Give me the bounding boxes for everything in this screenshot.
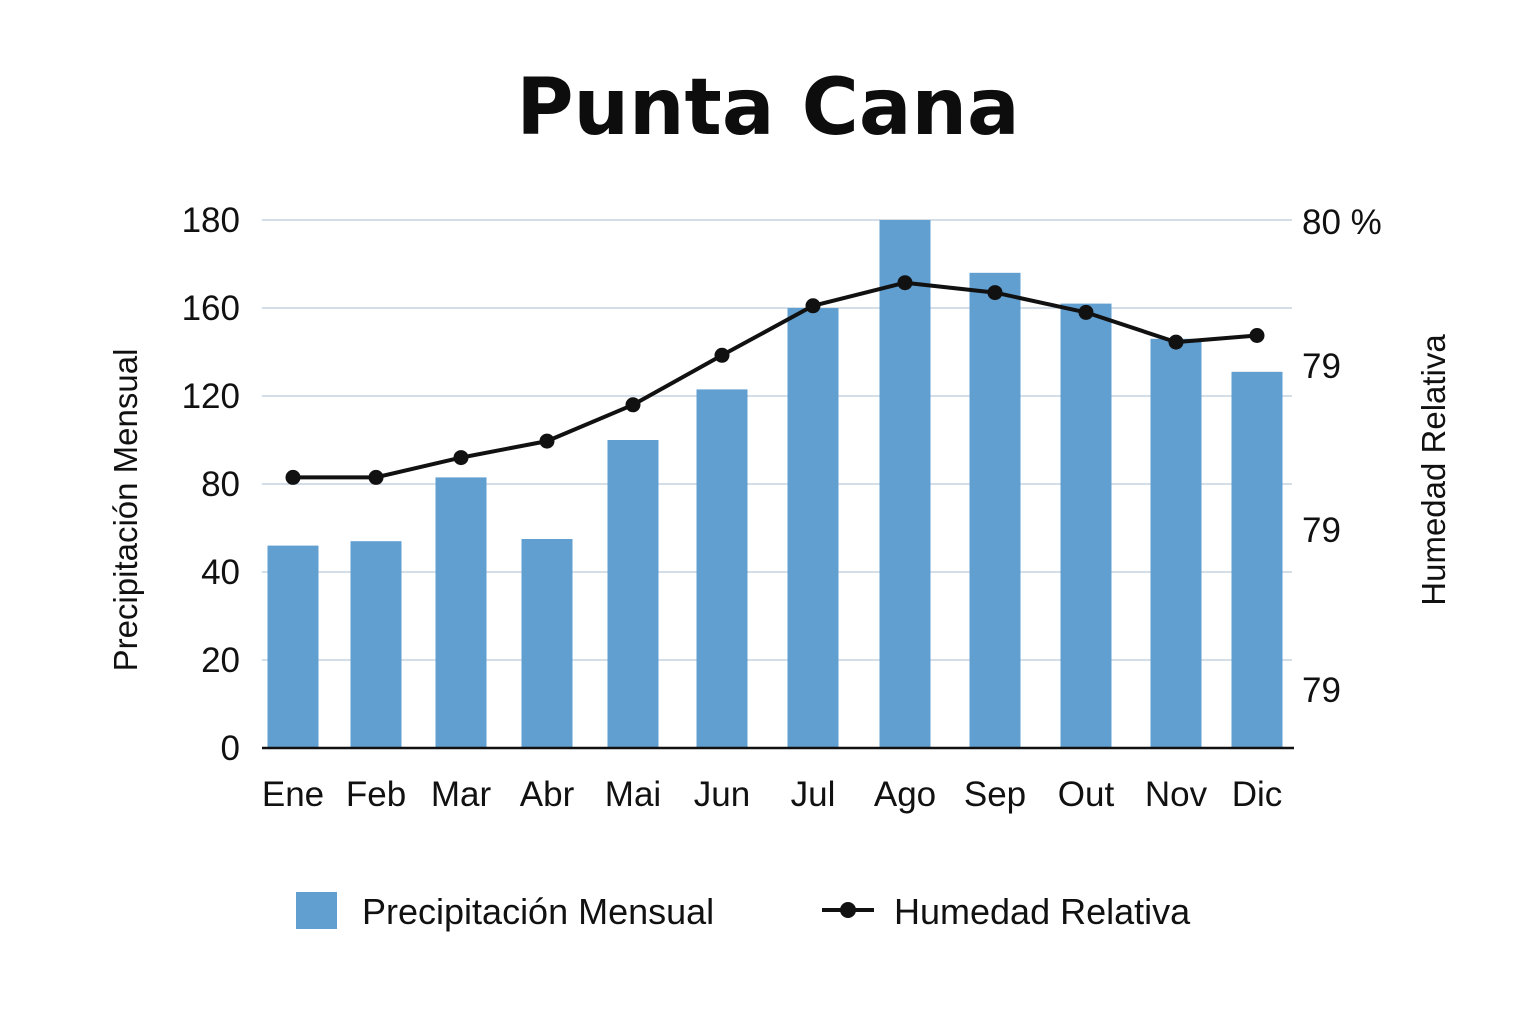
bar-jul <box>787 308 839 748</box>
y-left-axis-title: Precipitación Mensual <box>107 349 144 672</box>
line-series <box>285 275 1265 485</box>
bar-jun <box>696 389 748 748</box>
bar-sep <box>969 272 1021 748</box>
y-right-axis-title: Humedad Relativa <box>1415 334 1452 606</box>
y-right-tick-label: 80 % <box>1302 203 1382 242</box>
humidity-point-ene <box>285 469 301 485</box>
bar-ago <box>879 220 931 748</box>
gridlines <box>262 219 1292 661</box>
x-tick-label: Nov <box>1145 775 1208 814</box>
humidity-point-jul <box>805 298 821 314</box>
bar-nov <box>1150 338 1202 748</box>
bar-series <box>267 220 1283 748</box>
humidity-point-feb <box>368 469 384 485</box>
y-left-tick-label: 80 <box>201 465 240 504</box>
humidity-point-mai <box>625 397 641 413</box>
y-left-tick-label: 160 <box>182 289 240 328</box>
bar-ene <box>267 545 319 748</box>
y-right-tick-label: 79 <box>1302 511 1341 550</box>
y-right-tick-label: 79 <box>1302 347 1341 386</box>
x-tick-label: Ago <box>874 775 936 814</box>
legend-bar-label: Precipitación Mensual <box>362 891 714 932</box>
legend-line-marker <box>840 902 856 918</box>
humidity-point-ago <box>897 275 913 291</box>
x-tick-label: Ene <box>262 775 324 814</box>
y-left-tick-label: 40 <box>201 553 240 592</box>
bar-abr <box>521 539 573 748</box>
x-tick-label: Dic <box>1232 775 1283 814</box>
x-tick-label: Abr <box>520 775 575 814</box>
humidity-point-sep <box>987 285 1003 301</box>
y-left-tick-label: 180 <box>182 201 240 240</box>
axis-labels: 0 20 40 80 120 160 180 79 79 79 80 % Ene Feb Mar Abr Ma… <box>107 201 1452 814</box>
bar-mar <box>435 477 487 748</box>
x-tick-label: Mar <box>431 775 492 814</box>
x-tick-label: Jun <box>694 775 750 814</box>
humidity-point-mar <box>453 450 469 466</box>
bar-feb <box>350 541 402 748</box>
humidity-line <box>293 280 1258 480</box>
y-right-tick-label: 79 <box>1302 671 1341 710</box>
x-tick-label: Jul <box>791 775 836 814</box>
humidity-point-abr <box>539 433 555 449</box>
y-left-tick-label: 0 <box>221 729 240 768</box>
legend-line-label: Humedad Relativa <box>894 891 1191 932</box>
legend: Precipitación Mensual Humedad Relativa <box>296 891 1191 932</box>
legend-bar-swatch <box>296 892 337 929</box>
x-tick-label: Feb <box>346 775 406 814</box>
y-left-tick-label: 20 <box>201 641 240 680</box>
humidity-point-jun <box>714 347 730 363</box>
humidity-point-nov <box>1168 334 1184 350</box>
humidity-point-out <box>1078 304 1094 320</box>
chart-title: Punta Cana <box>516 63 1020 153</box>
bar-dic <box>1231 371 1283 748</box>
bar-out <box>1060 303 1112 748</box>
y-left-tick-label: 120 <box>182 377 240 416</box>
x-tick-label: Out <box>1058 775 1115 814</box>
x-tick-label: Mai <box>605 775 661 814</box>
bar-mai <box>607 440 659 748</box>
x-tick-label: Sep <box>964 775 1026 814</box>
humidity-point-dic <box>1249 328 1265 343</box>
